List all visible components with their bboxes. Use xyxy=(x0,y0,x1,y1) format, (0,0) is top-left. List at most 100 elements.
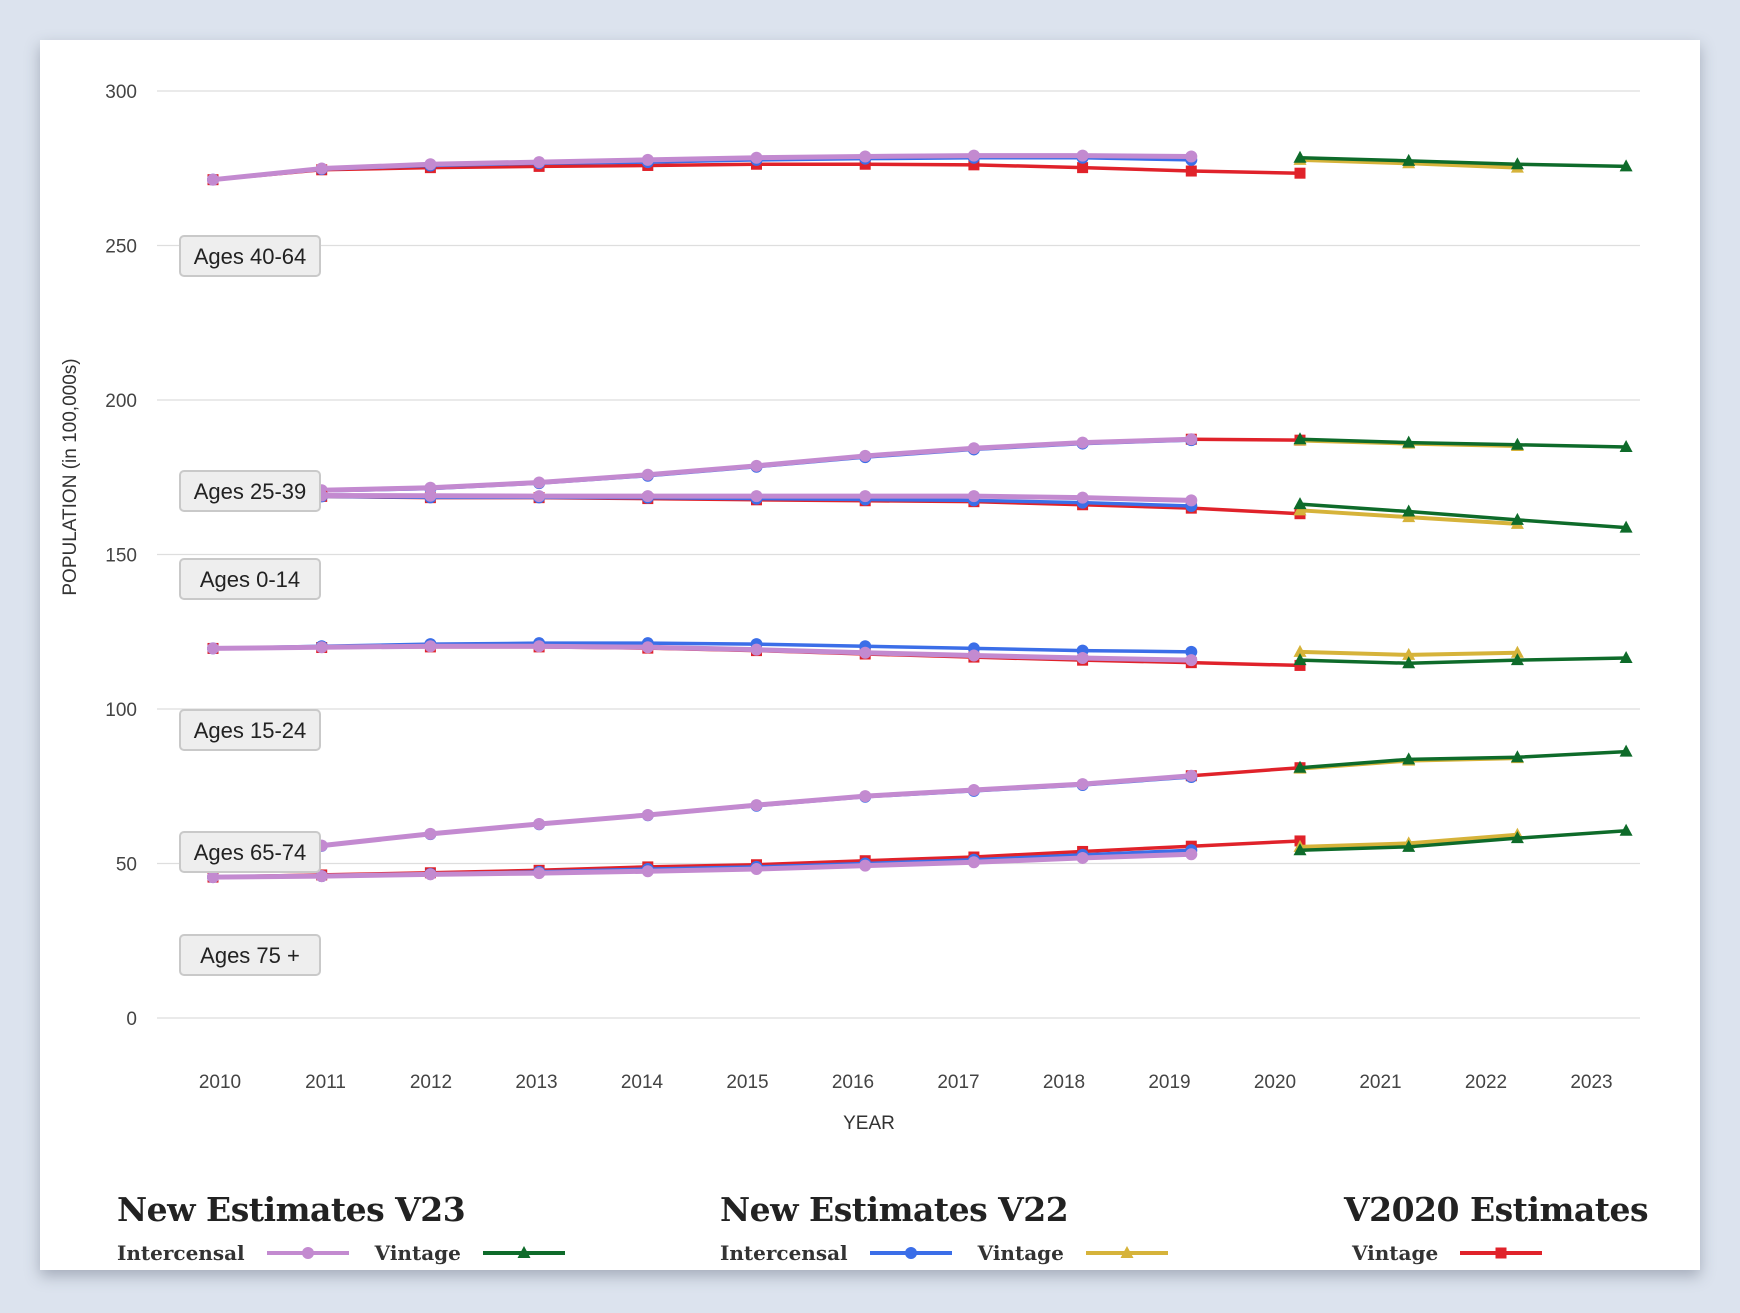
data-point-v23-intercensal[interactable] xyxy=(750,863,763,876)
series-line-v23-intercensal[interactable] xyxy=(213,492,1192,503)
series-line-v23-intercensal[interactable] xyxy=(212,851,1192,880)
data-point-v23-intercensal[interactable] xyxy=(1185,433,1198,446)
data-point-v22-vintage[interactable] xyxy=(1293,503,1307,516)
data-point-v23-intercensal[interactable] xyxy=(424,489,437,502)
data-point-v23-vintage[interactable] xyxy=(1402,839,1416,852)
data-point-v23-vintage[interactable] xyxy=(1619,823,1633,836)
data-point-v23-vintage[interactable] xyxy=(1293,432,1307,445)
series-line-v22-intercensal[interactable] xyxy=(212,438,1192,495)
data-point-v23-intercensal[interactable] xyxy=(859,150,872,163)
data-point-v23-intercensal[interactable] xyxy=(424,827,437,840)
data-point-v23-intercensal[interactable] xyxy=(315,870,328,883)
data-point-v23-vintage[interactable] xyxy=(1402,153,1416,166)
data-point-v23-intercensal[interactable] xyxy=(1076,436,1089,449)
data-point-v23-vintage[interactable] xyxy=(1510,653,1524,666)
series-line-v23-vintage[interactable] xyxy=(1299,502,1627,530)
data-point-v23-intercensal[interactable] xyxy=(533,476,546,489)
data-point-v23-vintage[interactable] xyxy=(1402,752,1416,765)
series-line-v23-vintage[interactable] xyxy=(1299,155,1627,169)
series-line-v23-vintage[interactable] xyxy=(1299,656,1627,666)
data-point-v2020-vintage[interactable] xyxy=(1294,659,1306,671)
data-point-v23-vintage[interactable] xyxy=(1293,843,1307,856)
data-point-v23-intercensal[interactable] xyxy=(1185,654,1198,667)
data-point-v23-intercensal[interactable] xyxy=(1185,848,1198,861)
data-point-v23-vintage[interactable] xyxy=(1619,439,1633,452)
data-point-v23-intercensal[interactable] xyxy=(1076,149,1089,162)
data-point-v22-vintage[interactable] xyxy=(1402,647,1416,660)
data-point-v23-vintage[interactable] xyxy=(1510,512,1524,525)
data-point-v23-vintage[interactable] xyxy=(1510,157,1524,170)
data-point-v23-intercensal[interactable] xyxy=(1076,491,1089,504)
data-point-v22-intercensal[interactable] xyxy=(1185,645,1198,658)
data-point-v23-intercensal[interactable] xyxy=(967,783,980,796)
data-point-v22-vintage[interactable] xyxy=(1293,644,1307,657)
data-point-v23-intercensal[interactable] xyxy=(859,859,872,872)
data-point-v23-intercensal[interactable] xyxy=(1076,778,1089,791)
series-line-v23-intercensal[interactable] xyxy=(212,773,1192,854)
data-point-v23-intercensal[interactable] xyxy=(641,641,654,654)
data-point-v23-intercensal[interactable] xyxy=(533,490,546,503)
data-point-v23-intercensal[interactable] xyxy=(533,156,546,169)
data-point-v23-vintage[interactable] xyxy=(1402,656,1416,669)
data-point-v23-vintage[interactable] xyxy=(1293,150,1307,163)
data-point-v23-intercensal[interactable] xyxy=(750,490,763,503)
data-point-v23-vintage[interactable] xyxy=(1510,750,1524,763)
data-point-v23-vintage[interactable] xyxy=(1402,504,1416,517)
series-line-v23-vintage[interactable] xyxy=(1299,749,1627,770)
series-line-v23-intercensal[interactable] xyxy=(212,436,1192,495)
data-point-v23-intercensal[interactable] xyxy=(1076,851,1089,864)
data-point-v23-intercensal[interactable] xyxy=(315,641,328,654)
data-point-v23-intercensal[interactable] xyxy=(1185,150,1198,163)
data-point-v2020-vintage[interactable] xyxy=(968,159,980,171)
data-point-v23-intercensal[interactable] xyxy=(207,642,219,655)
series-line-v23-intercensal[interactable] xyxy=(212,643,1192,663)
legend-swatch-v22-intercensal[interactable] xyxy=(869,1241,952,1265)
data-point-v23-vintage[interactable] xyxy=(1619,744,1633,757)
data-point-v23-intercensal[interactable] xyxy=(859,449,872,462)
data-point-v23-intercensal[interactable] xyxy=(750,151,763,164)
data-point-v23-intercensal[interactable] xyxy=(207,871,219,884)
data-point-v23-vintage[interactable] xyxy=(1619,159,1633,172)
data-point-v23-intercensal[interactable] xyxy=(641,153,654,166)
data-point-v23-intercensal[interactable] xyxy=(967,442,980,455)
data-point-v23-intercensal[interactable] xyxy=(533,640,546,653)
data-point-v23-intercensal[interactable] xyxy=(967,149,980,162)
data-point-v23-intercensal[interactable] xyxy=(859,490,872,503)
data-point-v2020-vintage[interactable] xyxy=(1294,167,1306,179)
data-point-v23-vintage[interactable] xyxy=(1619,651,1633,664)
data-point-v23-intercensal[interactable] xyxy=(859,790,872,803)
series-line-v2020-vintage[interactable] xyxy=(1191,437,1301,442)
data-point-v23-intercensal[interactable] xyxy=(207,173,219,186)
data-point-v23-intercensal[interactable] xyxy=(750,799,763,812)
data-point-v23-vintage[interactable] xyxy=(1293,653,1307,666)
data-point-v23-intercensal[interactable] xyxy=(859,646,872,659)
data-point-v2020-vintage[interactable] xyxy=(1185,165,1197,177)
data-point-v22-vintage[interactable] xyxy=(1510,645,1524,658)
data-point-v23-intercensal[interactable] xyxy=(533,817,546,830)
data-point-v23-intercensal[interactable] xyxy=(967,649,980,662)
data-point-v2020-vintage[interactable] xyxy=(1077,162,1089,174)
data-point-v23-intercensal[interactable] xyxy=(641,468,654,481)
series-line-v23-intercensal[interactable] xyxy=(212,153,1192,183)
data-point-v23-intercensal[interactable] xyxy=(1185,769,1198,782)
legend-swatch-v23-vintage[interactable] xyxy=(482,1241,565,1265)
data-point-v23-intercensal[interactable] xyxy=(1076,652,1089,665)
data-point-v23-intercensal[interactable] xyxy=(1185,494,1198,507)
data-point-v23-intercensal[interactable] xyxy=(424,640,437,653)
data-point-v23-intercensal[interactable] xyxy=(641,865,654,878)
data-point-v23-vintage[interactable] xyxy=(1619,520,1633,533)
legend-swatch-v23-intercensal[interactable] xyxy=(266,1241,349,1265)
data-point-v23-intercensal[interactable] xyxy=(641,808,654,821)
series-line-v2020-vintage[interactable] xyxy=(1191,765,1301,778)
data-point-v23-intercensal[interactable] xyxy=(641,490,654,503)
data-point-v23-vintage[interactable] xyxy=(1510,831,1524,844)
data-point-v23-vintage[interactable] xyxy=(1293,760,1307,773)
series-line-v23-vintage[interactable] xyxy=(1299,437,1627,449)
data-point-v23-vintage[interactable] xyxy=(1510,437,1524,450)
data-point-v23-intercensal[interactable] xyxy=(967,490,980,503)
data-point-v23-intercensal[interactable] xyxy=(750,459,763,472)
data-point-v23-intercensal[interactable] xyxy=(424,158,437,171)
data-point-v23-vintage[interactable] xyxy=(1293,497,1307,510)
data-point-v23-intercensal[interactable] xyxy=(533,867,546,880)
data-point-v23-intercensal[interactable] xyxy=(967,856,980,869)
